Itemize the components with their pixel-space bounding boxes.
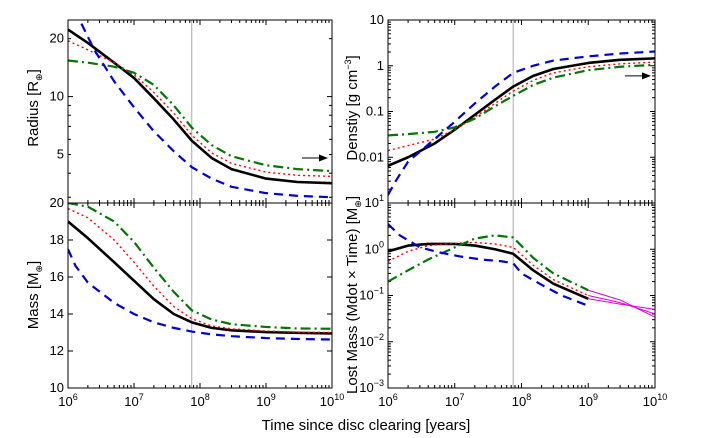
radius-y-tick-label: 10 xyxy=(50,89,64,104)
density-y-tick-label: 10 xyxy=(370,12,384,27)
radius-panel: 5 10 20 xyxy=(50,19,333,204)
lost-mass-y-tick-label: 101 xyxy=(365,193,384,210)
density-arrow-icon xyxy=(625,72,651,80)
mass-x-tick-label: 1010 xyxy=(320,392,344,409)
lost-mass-series-magenta-3 xyxy=(588,289,655,318)
density-panel: 0.01 0.1 1 10 xyxy=(359,12,656,204)
radius-y-axis-label: Radius [R⊕] xyxy=(25,69,44,147)
lost-mass-y-tick-label: 10−1 xyxy=(359,286,384,303)
lost-mass-x-tick-label: 1010 xyxy=(643,392,667,409)
density-series-solid-black xyxy=(388,57,655,168)
mass-panel: 10 12 14 16 18 20 106 107 108 109 1010 xyxy=(50,195,345,409)
mass-plot-frame xyxy=(67,202,333,389)
lost-mass-x-tick-label: 106 xyxy=(378,392,397,409)
mass-y-tick-label: 10 xyxy=(50,380,64,395)
mass-x-tick-label: 106 xyxy=(58,392,77,409)
lost-mass-series-dotted-red xyxy=(388,241,589,297)
density-series-dotted-red xyxy=(388,61,655,152)
mass-y-tick-label: 20 xyxy=(50,195,64,210)
density-series-dashdot-green xyxy=(388,63,655,137)
mass-series-solid-black xyxy=(68,220,332,335)
lost-mass-x-tick-label: 108 xyxy=(512,392,531,409)
density-plot-frame xyxy=(387,19,656,204)
mass-x-tick-label: 108 xyxy=(190,392,209,409)
mass-series-dashed-blue xyxy=(68,248,332,341)
mass-y-tick-label: 12 xyxy=(50,343,64,358)
lost-mass-x-tick-label: 109 xyxy=(579,392,598,409)
lost-mass-series-dashdot-green xyxy=(388,234,589,292)
density-y-tick-label: 0.01 xyxy=(359,149,384,164)
density-series-dashed-blue xyxy=(388,50,655,196)
mass-y-tick-label: 18 xyxy=(50,232,64,247)
radius-series-dashdot-green xyxy=(68,59,332,173)
mass-x-tick-label: 109 xyxy=(256,392,275,409)
lost-mass-plot-frame xyxy=(387,202,656,389)
lost-mass-series-solid-black xyxy=(388,242,589,300)
mass-y-axis-label: Mass [M⊕] xyxy=(25,261,44,329)
lost-mass-series-magenta-1 xyxy=(588,298,655,310)
lost-mass-y-axis-label: Lost Mass (Mdot × Time) [M⊕] xyxy=(344,196,363,394)
radius-y-tick-label: 5 xyxy=(57,147,64,162)
lost-mass-panel: 10−3 10−2 10−1 100 101 106 107 108 109 1010 xyxy=(359,193,667,409)
mass-x-tick-label: 107 xyxy=(124,392,143,409)
mass-y-tick-label: 16 xyxy=(50,269,64,284)
lost-mass-series-magenta-2 xyxy=(588,295,655,315)
radius-series-dotted-red xyxy=(68,40,332,178)
density-y-tick-label: 0.1 xyxy=(366,104,384,119)
lost-mass-y-tick-label: 10−2 xyxy=(359,332,384,349)
radius-series-solid-black xyxy=(68,28,332,185)
radius-plot-frame xyxy=(67,19,333,204)
lost-mass-y-tick-label: 10−3 xyxy=(359,378,384,395)
lost-mass-y-tick-label: 100 xyxy=(365,239,384,256)
radius-series-dashed-blue xyxy=(78,20,332,199)
mass-series-dotted-red xyxy=(68,207,332,334)
lost-mass-x-tick-label: 107 xyxy=(445,392,464,409)
density-y-axis-label: Denstiy [g cm−3] xyxy=(343,55,361,160)
x-axis-label: Time since disc clearing [years] xyxy=(262,417,471,434)
radius-arrow-icon xyxy=(302,154,328,162)
mass-y-tick-label: 14 xyxy=(50,306,64,321)
lost-mass-series-dashed-blue xyxy=(388,223,589,307)
radius-y-tick-label: 20 xyxy=(50,31,64,46)
density-y-tick-label: 1 xyxy=(377,58,384,73)
mass-series-dashdot-green xyxy=(68,203,332,330)
